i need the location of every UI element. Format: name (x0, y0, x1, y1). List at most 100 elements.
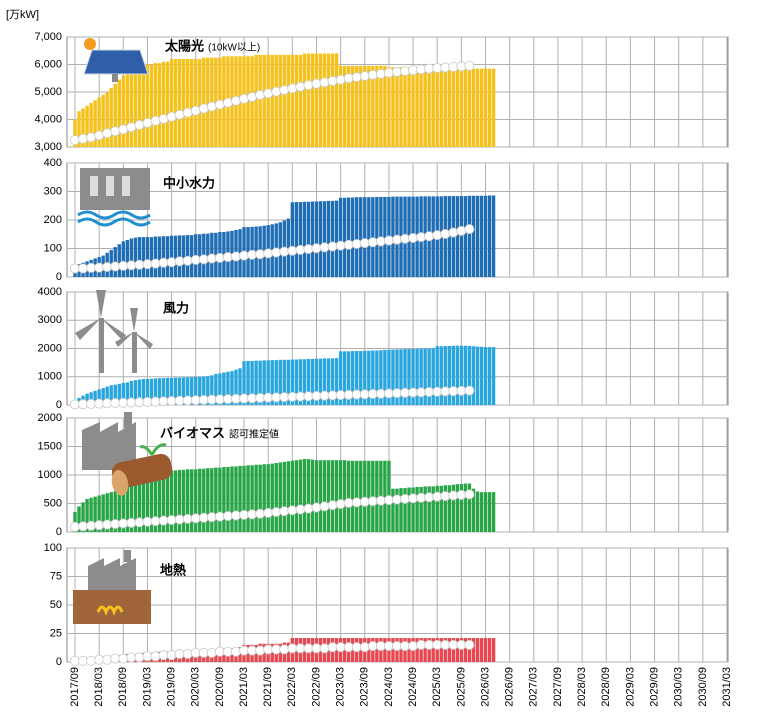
bar (459, 345, 464, 405)
bar (133, 67, 138, 147)
bar (149, 378, 154, 405)
bar (443, 485, 447, 532)
unit-label: [万kW] (6, 9, 39, 21)
bar (109, 249, 113, 277)
bar (475, 195, 480, 277)
bar (121, 75, 125, 147)
bar (141, 480, 146, 532)
bar (479, 638, 484, 662)
bar (427, 486, 431, 532)
y-tick-label: 100 (44, 242, 62, 254)
bar (431, 67, 435, 147)
bar (153, 473, 158, 532)
bar (109, 87, 113, 147)
bar (455, 345, 460, 405)
x-tick-label: 2022/09 (310, 667, 322, 707)
bar (97, 97, 101, 147)
bar (435, 346, 439, 405)
bar (105, 92, 109, 147)
bar (206, 468, 210, 532)
y-tick-label: 1000 (38, 371, 62, 383)
bar (145, 64, 150, 147)
bar (459, 638, 464, 662)
bar (314, 201, 319, 277)
marker (456, 225, 467, 236)
bar (471, 68, 476, 147)
x-tick-label: 2030/03 (673, 667, 685, 707)
x-tick-label: 2023/03 (335, 667, 347, 707)
bar (451, 638, 456, 662)
bar (455, 484, 460, 532)
bar (367, 197, 371, 277)
bar (379, 65, 383, 147)
bar (479, 68, 484, 147)
bar (137, 65, 142, 147)
bar (298, 202, 303, 277)
y-tick-label: 0 (56, 526, 62, 538)
chimney (124, 550, 131, 562)
bar (250, 465, 254, 532)
marker (239, 93, 250, 104)
bar (415, 638, 419, 662)
bar (270, 54, 274, 147)
x-tick-label: 2031/03 (721, 667, 733, 707)
log-end (111, 470, 129, 496)
bar (443, 68, 447, 147)
bar (306, 459, 311, 532)
bar (423, 67, 427, 147)
panel-note: 認可推定値 (229, 428, 279, 441)
bar (202, 57, 206, 147)
bar (222, 467, 226, 532)
bar (355, 65, 359, 147)
bar (206, 376, 210, 405)
bar (117, 244, 121, 277)
bar (121, 487, 125, 532)
bar (330, 200, 335, 277)
bar (129, 484, 134, 532)
bar (338, 460, 343, 532)
bar (342, 65, 347, 147)
y-tick-label: 0 (56, 271, 62, 283)
bar (137, 379, 142, 405)
bar (129, 238, 134, 277)
x-tick-label: 2027/03 (528, 667, 540, 707)
bar (294, 202, 299, 277)
bar (491, 347, 496, 405)
bar (181, 59, 186, 147)
y-tick-label: 1500 (38, 440, 62, 452)
bar (383, 65, 387, 147)
bar (475, 68, 480, 147)
bar (161, 61, 166, 147)
bar (383, 196, 387, 277)
bar (105, 493, 109, 532)
marker (150, 115, 161, 126)
bar (137, 482, 142, 532)
bar (125, 486, 130, 532)
bar (141, 64, 146, 147)
bar (73, 119, 77, 147)
bar (186, 59, 190, 147)
marker (214, 99, 225, 110)
bar (194, 59, 198, 147)
heat-icon (96, 605, 124, 617)
bar (427, 638, 431, 662)
bar (435, 68, 439, 147)
x-tick-label: 2030/09 (697, 667, 709, 707)
bar (423, 638, 427, 662)
bar (262, 360, 266, 405)
bar (351, 65, 355, 147)
bar (375, 350, 379, 405)
bar (455, 68, 460, 147)
bar (330, 460, 335, 532)
marker (295, 81, 306, 92)
bar (190, 59, 194, 147)
bar (190, 377, 194, 405)
bar (330, 358, 335, 405)
bar (173, 235, 178, 277)
bar (491, 492, 496, 532)
bar (334, 53, 339, 147)
bar (399, 67, 403, 147)
bar (326, 460, 331, 532)
bar (206, 233, 210, 277)
